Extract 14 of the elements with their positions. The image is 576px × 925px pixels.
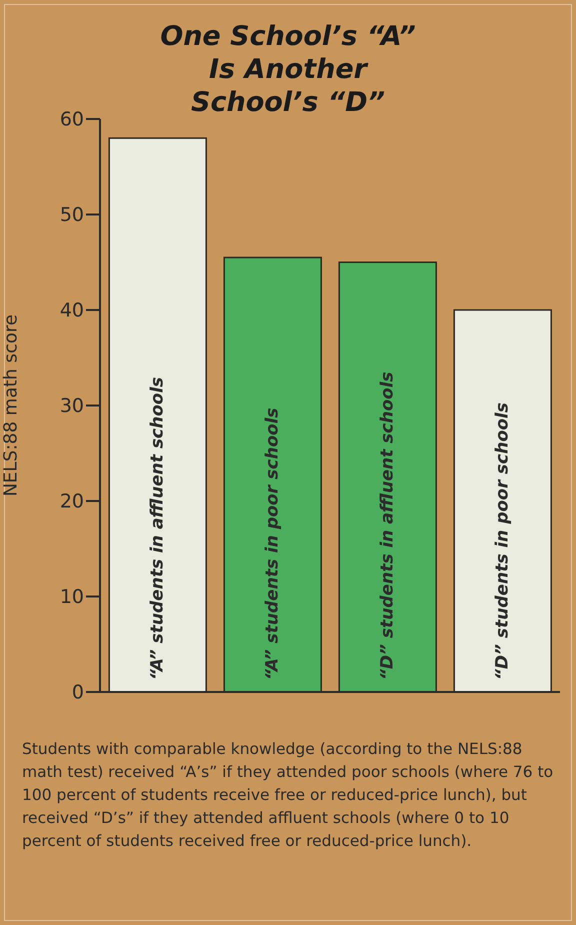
y-tick-label: 10 <box>60 586 84 608</box>
y-axis-title: NELS:88 math score <box>0 314 22 497</box>
x-tick-label: “A” students in affluent schools <box>148 376 168 680</box>
y-tick-label: 20 <box>60 490 84 513</box>
y-tick-label: 40 <box>60 300 84 322</box>
y-tick-label: 0 <box>72 682 84 704</box>
chart-title: One School’s “A” Is Another School’s “D” <box>160 21 416 118</box>
y-tick-label: 60 <box>60 108 84 131</box>
x-tick-label: “D” students in poor schools <box>492 402 513 680</box>
text: Students with comparable knowledge (according to the NELS:88 math test) received “A’s” if they attended poor schools (where 76 to 100 percent of students receive free or reduced-price lunch), but received “D’s” if they attended affluent schools (where 0 to 10 percent of students received free or reduced-price lunch). <box>22 739 554 852</box>
y-tick-label: 30 <box>60 395 84 418</box>
x-tick-label: “A” students in poor schools <box>262 408 283 680</box>
y-tick-label: 50 <box>60 204 84 226</box>
x-tick-label: “D” students in affluent schools <box>378 372 398 680</box>
